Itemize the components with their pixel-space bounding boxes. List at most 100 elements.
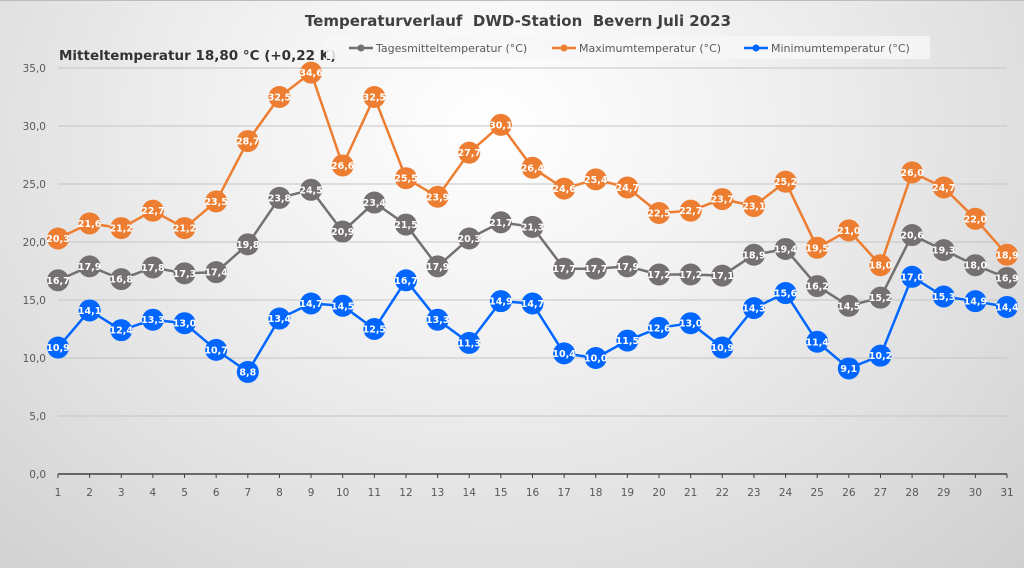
data-point-max[interactable] [774, 170, 797, 193]
data-point-min[interactable] [584, 347, 607, 369]
data-point-min[interactable] [521, 292, 544, 315]
data-point-min[interactable] [901, 265, 924, 288]
data-point-min[interactable] [458, 331, 481, 354]
data-point-max[interactable] [458, 141, 481, 164]
data-point-max[interactable] [205, 190, 228, 213]
data-point-max[interactable] [521, 156, 544, 179]
data-point-mean[interactable] [236, 233, 259, 256]
data-point-max[interactable] [584, 168, 607, 191]
data-point-mean[interactable] [363, 191, 386, 214]
data-point-max[interactable] [616, 176, 639, 199]
data-point-mean[interactable] [711, 264, 734, 287]
data-point-min[interactable] [869, 344, 892, 367]
data-point-mean[interactable] [901, 224, 924, 247]
data-point-min[interactable] [268, 307, 291, 330]
data-point-min[interactable] [331, 294, 354, 317]
data-point-mean[interactable] [489, 211, 512, 234]
data-point-min[interactable] [648, 316, 671, 339]
data-point-min[interactable] [964, 290, 987, 313]
data-point-max[interactable] [711, 188, 734, 211]
data-point-max[interactable] [553, 177, 576, 200]
data-point-min[interactable] [996, 295, 1018, 318]
data-point-mean[interactable] [268, 186, 291, 209]
data-point-max[interactable] [742, 195, 765, 218]
data-point-max[interactable] [300, 61, 323, 84]
data-point-mean[interactable] [869, 286, 892, 309]
data-point-min[interactable] [363, 318, 386, 340]
data-point-max[interactable] [394, 167, 417, 190]
data-point-min[interactable] [47, 336, 69, 359]
data-point-max[interactable] [806, 236, 829, 259]
legend-item-max[interactable]: Maximumtemperatur (°C) [552, 42, 721, 55]
data-point-max[interactable] [869, 254, 892, 277]
data-point-max[interactable] [489, 113, 512, 136]
data-point-min[interactable] [110, 319, 133, 342]
data-point-min[interactable] [205, 338, 228, 361]
data-point-mean[interactable] [837, 294, 860, 317]
legend-item-min[interactable]: Minimumtemperatur (°C) [744, 42, 910, 55]
data-point-mean[interactable] [742, 243, 765, 266]
data-point-min[interactable] [553, 342, 576, 365]
data-point-max[interactable] [331, 154, 354, 177]
data-point-mean[interactable] [521, 215, 544, 238]
data-point-mean[interactable] [141, 256, 164, 279]
data-point-mean[interactable] [584, 257, 607, 280]
data-point-min[interactable] [932, 285, 955, 308]
data-point-mean[interactable] [300, 178, 323, 201]
data-point-min[interactable] [616, 329, 639, 352]
data-point-min[interactable] [742, 297, 765, 320]
data-point-mean[interactable] [932, 239, 955, 262]
data-point-max[interactable] [173, 217, 196, 240]
data-point-mean[interactable] [553, 257, 576, 280]
data-point-mean[interactable] [458, 227, 481, 250]
data-point-mean[interactable] [47, 269, 69, 292]
data-point-min[interactable] [141, 308, 164, 331]
data-point-min[interactable] [711, 336, 734, 359]
data-point-mean[interactable] [679, 263, 702, 286]
data-point-max[interactable] [110, 217, 133, 240]
data-point-min[interactable] [806, 330, 829, 353]
data-point-mean[interactable] [806, 275, 829, 298]
gridlines [58, 67, 1007, 417]
data-point-mean[interactable] [394, 213, 417, 236]
data-point-min[interactable] [837, 357, 860, 380]
data-point-max[interactable] [901, 161, 924, 184]
data-point-min[interactable] [426, 308, 449, 331]
x-tick-label: 20 [652, 487, 665, 499]
data-point-max[interactable] [648, 202, 671, 224]
data-point-max[interactable] [47, 227, 69, 250]
data-point-mean[interactable] [964, 254, 987, 277]
data-point-mean[interactable] [996, 266, 1018, 289]
data-point-min[interactable] [489, 290, 512, 313]
data-point-mean[interactable] [426, 255, 449, 278]
data-point-max[interactable] [996, 243, 1018, 266]
data-point-max[interactable] [837, 219, 860, 242]
data-point-mean[interactable] [173, 262, 196, 285]
data-point-mean[interactable] [774, 237, 797, 260]
data-point-mean[interactable] [616, 255, 639, 278]
data-point-max[interactable] [141, 199, 164, 222]
data-point-max[interactable] [363, 86, 386, 108]
data-point-min[interactable] [236, 360, 259, 383]
data-point-max[interactable] [426, 185, 449, 208]
data-point-mean[interactable] [205, 261, 228, 284]
data-point-max[interactable] [932, 176, 955, 199]
data-point-min[interactable] [394, 269, 417, 292]
legend-item-mean[interactable]: Tagesmitteltemperatur (°C) [349, 42, 527, 55]
data-point-mean[interactable] [110, 268, 133, 291]
data-point-min[interactable] [300, 292, 323, 315]
x-tick-label: 25 [811, 487, 824, 499]
data-point-mean[interactable] [78, 255, 101, 278]
data-point-max[interactable] [78, 212, 101, 235]
data-point-min[interactable] [173, 312, 196, 335]
data-point-min[interactable] [679, 312, 702, 335]
data-point-max[interactable] [679, 199, 702, 222]
data-label-min: 10,9 [711, 343, 734, 354]
data-point-max[interactable] [964, 207, 987, 230]
data-point-min[interactable] [78, 299, 101, 322]
data-point-mean[interactable] [648, 263, 671, 286]
data-point-min[interactable] [774, 282, 797, 305]
data-point-mean[interactable] [331, 220, 354, 243]
data-point-max[interactable] [268, 86, 291, 108]
data-point-max[interactable] [236, 130, 259, 153]
